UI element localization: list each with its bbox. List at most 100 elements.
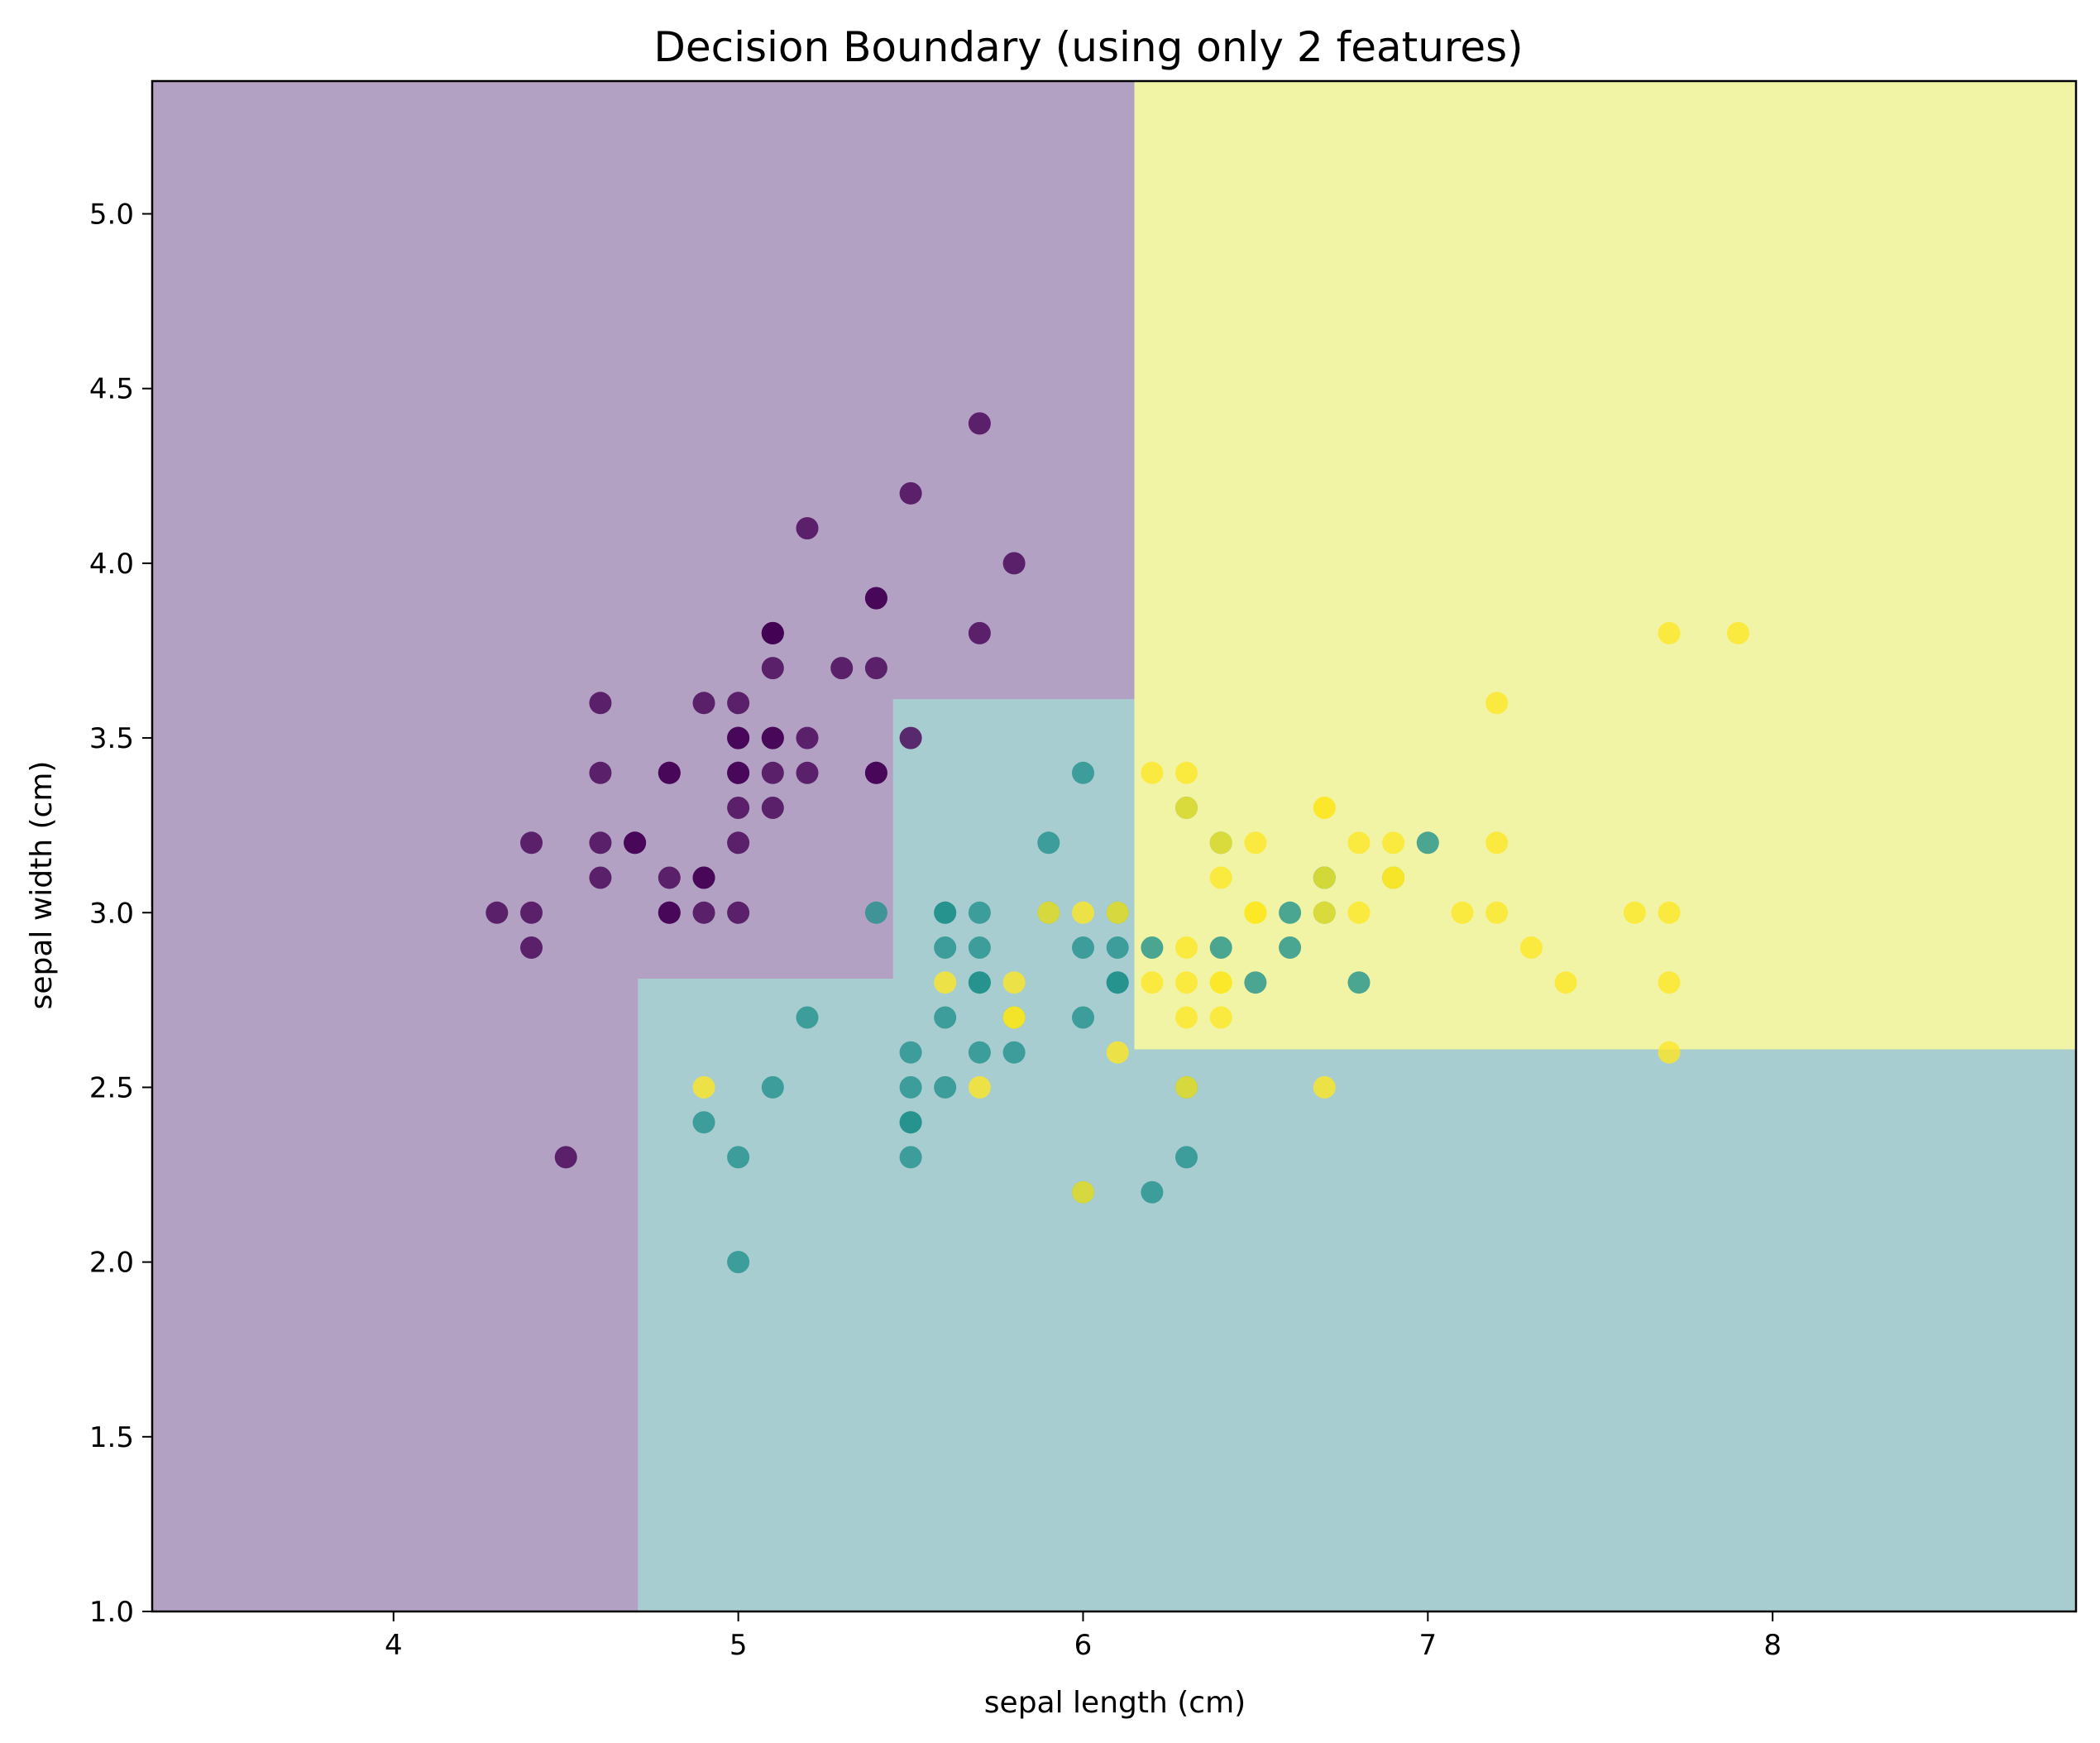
data-point-class-1 — [1072, 1006, 1094, 1029]
data-point-class-1 — [1416, 831, 1439, 855]
data-point-class-0 — [520, 831, 543, 855]
data-point-class-0 — [624, 831, 647, 855]
data-point-class-0 — [658, 761, 681, 784]
decision-region-class-2 — [1134, 80, 2077, 1050]
data-point-class-2 — [1209, 971, 1232, 994]
data-point-class-2 — [1209, 831, 1232, 855]
data-point-class-2 — [1002, 1006, 1026, 1029]
data-point-class-2 — [1313, 866, 1336, 889]
data-point-class-0 — [864, 761, 887, 784]
data-point-class-1 — [1279, 901, 1302, 924]
data-point-class-2 — [1209, 1006, 1232, 1029]
data-point-class-0 — [864, 587, 887, 610]
y-axis: 1.0 1.5 2.0 2.5 3.0 3.5 4.0 4.5 5.0 — [89, 199, 152, 1629]
data-point-class-2 — [1175, 1006, 1198, 1029]
data-point-class-1 — [899, 1146, 922, 1169]
x-tick-label: 6 — [1074, 1629, 1093, 1662]
data-point-class-2 — [1106, 1041, 1129, 1064]
data-point-class-2 — [1209, 866, 1232, 889]
data-point-class-0 — [486, 901, 509, 924]
data-point-class-2 — [1727, 621, 1749, 644]
data-point-class-2 — [1313, 1075, 1336, 1099]
data-point-class-0 — [589, 866, 612, 889]
data-point-class-0 — [692, 692, 715, 715]
data-point-class-2 — [1382, 866, 1405, 889]
data-point-class-2 — [1658, 621, 1681, 644]
data-point-class-2 — [1313, 901, 1336, 924]
data-point-class-1 — [727, 1146, 750, 1169]
data-point-class-2 — [1658, 971, 1681, 994]
data-point-class-2 — [1072, 1180, 1094, 1204]
data-point-class-2 — [1037, 901, 1060, 924]
data-point-class-2 — [1313, 797, 1336, 819]
chart-title: Decision Boundary (using only 2 features… — [653, 23, 1523, 71]
data-point-class-2 — [1519, 936, 1543, 959]
data-point-class-1 — [692, 1111, 715, 1134]
x-tick-label: 5 — [729, 1629, 748, 1662]
y-tick-label: 2.5 — [89, 1071, 134, 1104]
data-point-class-0 — [761, 761, 784, 784]
data-point-class-2 — [1141, 971, 1164, 994]
data-point-class-2 — [1485, 831, 1509, 855]
y-tick-label: 3.5 — [89, 722, 134, 755]
data-point-class-2 — [1175, 1075, 1198, 1099]
data-point-class-0 — [761, 726, 784, 749]
data-point-class-1 — [1037, 831, 1060, 855]
plot-frame — [151, 79, 2078, 1613]
data-point-class-1 — [934, 936, 957, 959]
x-tick-label: 7 — [1419, 1629, 1437, 1662]
data-point-class-2 — [1658, 1041, 1681, 1064]
data-point-class-2 — [1382, 831, 1405, 855]
x-axis: 4 5 6 7 8 — [385, 1611, 1782, 1662]
data-point-class-2 — [1658, 901, 1681, 924]
data-point-class-0 — [520, 936, 543, 959]
data-point-class-0 — [796, 517, 819, 540]
data-point-class-0 — [1002, 552, 1026, 575]
data-point-class-0 — [692, 866, 715, 889]
data-point-class-2 — [1141, 761, 1164, 784]
data-point-class-1 — [1141, 1180, 1164, 1204]
data-point-class-0 — [968, 621, 991, 644]
data-point-class-0 — [761, 621, 784, 644]
data-point-class-2 — [1175, 797, 1198, 819]
decision-regions — [151, 80, 2077, 1612]
x-tick-label: 8 — [1763, 1629, 1782, 1662]
data-point-class-1 — [1279, 936, 1302, 959]
data-point-class-0 — [520, 901, 543, 924]
data-point-class-0 — [589, 831, 612, 855]
data-point-class-0 — [727, 901, 750, 924]
data-point-class-2 — [968, 1075, 991, 1099]
data-point-class-1 — [899, 1041, 922, 1064]
y-tick-label: 4.5 — [89, 373, 134, 406]
data-point-class-2 — [1244, 901, 1267, 924]
data-point-class-0 — [727, 692, 750, 715]
data-point-class-1 — [1072, 761, 1094, 784]
data-point-class-2 — [1072, 901, 1094, 924]
data-point-class-0 — [830, 657, 854, 680]
data-point-class-1 — [1072, 936, 1094, 959]
data-point-class-1 — [934, 1075, 957, 1099]
data-point-class-1 — [1175, 1146, 1198, 1169]
data-point-class-2 — [934, 971, 957, 994]
data-point-class-1 — [968, 936, 991, 959]
data-point-class-1 — [1141, 936, 1164, 959]
data-point-class-0 — [761, 657, 784, 680]
data-point-class-2 — [692, 1075, 715, 1099]
data-point-class-0 — [727, 761, 750, 784]
data-point-class-2 — [1347, 901, 1371, 924]
data-point-class-1 — [968, 901, 991, 924]
data-point-class-0 — [554, 1146, 577, 1169]
y-tick-label: 1.0 — [89, 1596, 134, 1629]
data-point-class-0 — [796, 761, 819, 784]
data-point-class-1 — [1244, 971, 1267, 994]
data-point-class-0 — [589, 692, 612, 715]
data-point-class-0 — [658, 866, 681, 889]
data-point-class-1 — [796, 1006, 819, 1029]
y-tick-label: 5.0 — [89, 199, 134, 232]
data-point-class-1 — [899, 1075, 922, 1099]
data-point-class-1 — [1209, 936, 1232, 959]
y-tick-label: 2.0 — [89, 1247, 134, 1280]
data-point-class-0 — [692, 901, 715, 924]
data-point-class-1 — [1106, 936, 1129, 959]
